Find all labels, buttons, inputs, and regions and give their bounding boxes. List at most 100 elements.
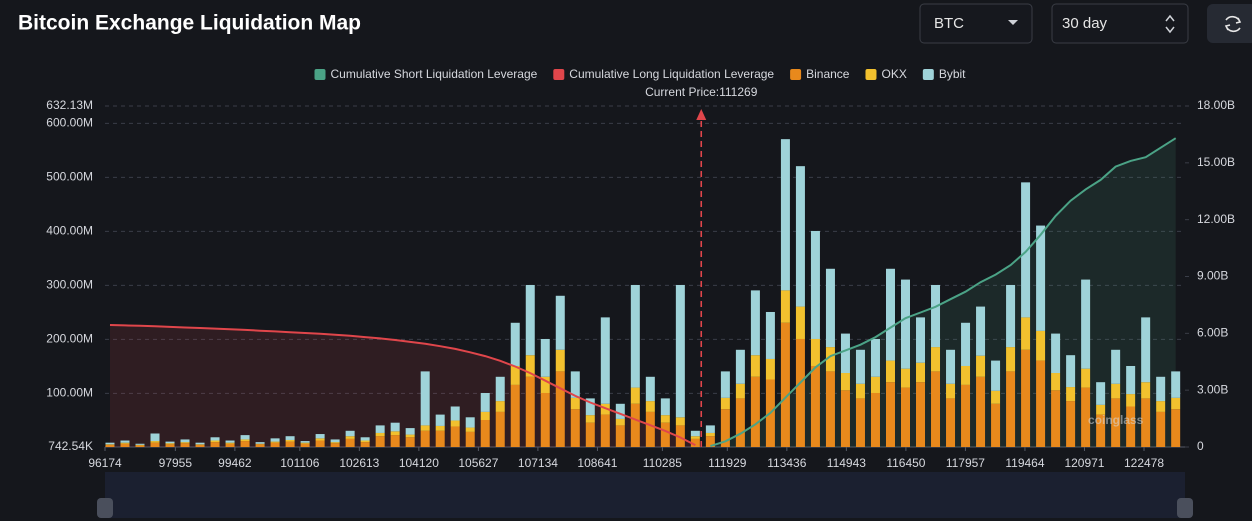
legend-swatch [553,69,565,80]
bar-segment [750,355,760,377]
bar-segment [390,435,400,447]
bar-segment [961,365,971,385]
dropdown-caret [1008,20,1018,25]
bar-segment [705,436,715,447]
coin-select-box[interactable] [919,3,1033,44]
bar-segment [991,360,1001,391]
bar-segment [300,443,310,447]
bar-segment [150,433,160,442]
x-tick-label: 122478 [1124,456,1164,470]
bar-segment [720,397,730,410]
bar-segment [570,397,580,410]
x-tick-label: 108641 [577,456,617,470]
x-tick-label: 116450 [886,456,925,470]
bar-segment [675,417,685,426]
bar-segment [390,431,400,436]
bar-segment [1036,360,1046,447]
bar-segment [690,436,700,439]
x-tick-label: 102613 [339,456,379,470]
bar-segment [840,333,850,374]
period-select[interactable]: 30 day [1051,3,1189,44]
bar-segment [600,317,610,404]
bar-segment [330,443,340,447]
bar-segment [645,401,655,412]
legend-label: OKX [881,67,906,81]
bar-segment [150,442,160,447]
bar-segment [525,376,535,447]
bar-segment [1036,330,1046,361]
bar-segment [480,411,490,420]
bar-segment [1111,383,1121,399]
bar-segment [375,425,385,433]
bar-segment [1141,398,1151,447]
bar-segment [105,444,115,447]
bar-segment [1096,404,1106,415]
coin-select[interactable]: BTC [919,3,1033,44]
refresh-box[interactable] [1207,4,1252,43]
range-slider[interactable] [97,472,1193,518]
y2-tick-label: 6.00B [1197,326,1228,340]
bar-segment [210,440,220,443]
bar-segment [120,442,130,444]
y-tick-label: 200.00M [46,332,93,346]
x-tick-label: 97955 [159,456,193,470]
current-price-arrow [696,109,707,120]
slider-handle-right[interactable] [1177,498,1193,518]
bar-segment [976,355,986,377]
cumulative-line [710,137,1177,448]
slider-handle-left[interactable] [97,498,113,518]
bar-segment [615,418,625,426]
bar-segment [810,230,820,339]
bar-segment [345,438,355,447]
bar-segment [240,435,250,440]
bar-segment [795,306,805,339]
bar-segment [210,442,220,447]
bar-segment [450,426,460,447]
bar-segment [780,322,790,447]
bar-segment [600,414,610,447]
bar-segment [1126,394,1136,407]
period-select-box[interactable] [1051,3,1189,44]
bar-segment [675,425,685,447]
legend-label: Cumulative Long Liquidation Leverage [569,67,774,81]
bar-segment [330,439,340,443]
bar-segment [630,387,640,404]
bar-segment [1111,349,1121,384]
coin-select-value[interactable]: BTC [934,15,964,32]
bar-segment [345,436,355,439]
bar-segment [570,371,580,398]
bar-segment [630,284,640,388]
refresh-button[interactable] [1207,4,1252,43]
bar-segment [690,430,700,437]
bar-segment [195,442,205,445]
bar-segment [165,441,175,444]
y2-tick-label: 0 [1197,439,1204,453]
bar-segment [450,420,460,427]
bar-segment [555,295,565,350]
bar-segment [840,390,850,447]
bar-segment [735,349,745,384]
bar-segment [495,411,505,447]
bar-segment [270,442,280,447]
bar-segment [901,279,911,369]
bar-segment [1021,182,1031,318]
bar-segment [120,440,130,443]
y-tick-label: 100.00M [46,386,93,400]
bar-segment [465,427,475,432]
plot: 742.54K 100.00M 200.00M 300.00M 400.00M 500.0… [46,67,1235,470]
x-tick-label: 114943 [827,456,866,470]
bar-segment [1126,406,1136,447]
bar-segment [375,432,385,437]
period-select-value[interactable]: 30 day [1062,15,1108,32]
bar-segment [405,434,415,438]
x-tick-label: 111929 [708,456,747,470]
bar-segment [510,384,520,447]
x-tick-label: 107134 [518,456,558,470]
legend-swatch [922,69,934,80]
bar-segment [480,392,490,412]
bar-segment [570,409,580,447]
y-tick-label: 400.00M [46,224,93,238]
current-price-label: Current Price:111269 [645,85,758,99]
bar-segment [991,390,1001,404]
